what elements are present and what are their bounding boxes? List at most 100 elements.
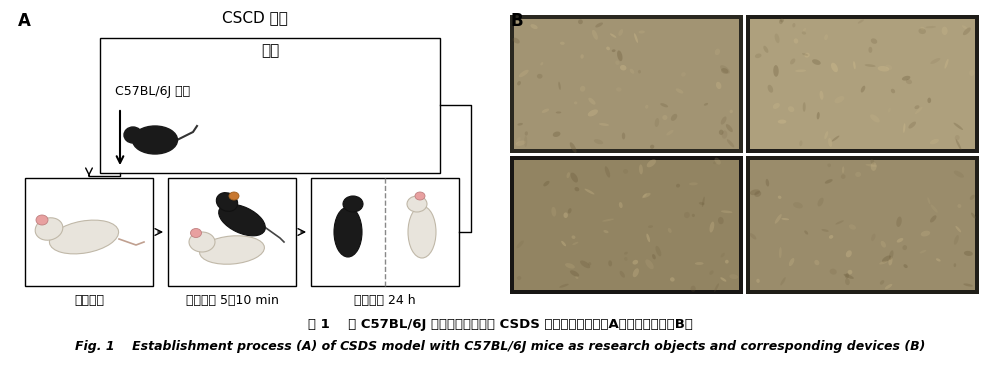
Ellipse shape	[200, 236, 264, 264]
Ellipse shape	[963, 27, 971, 35]
Ellipse shape	[408, 206, 436, 258]
Ellipse shape	[650, 145, 654, 149]
Ellipse shape	[834, 96, 844, 103]
Ellipse shape	[954, 123, 963, 130]
Ellipse shape	[930, 139, 939, 144]
Ellipse shape	[624, 257, 628, 261]
Ellipse shape	[655, 118, 659, 127]
Ellipse shape	[804, 230, 808, 235]
Ellipse shape	[802, 31, 806, 34]
Ellipse shape	[915, 107, 923, 114]
Ellipse shape	[580, 86, 585, 92]
Bar	[25, 178, 153, 286]
Ellipse shape	[622, 132, 625, 139]
Ellipse shape	[729, 274, 738, 279]
Bar	[746, 156, 979, 294]
Ellipse shape	[903, 123, 905, 133]
Ellipse shape	[903, 264, 908, 268]
Ellipse shape	[921, 231, 930, 236]
Ellipse shape	[407, 196, 427, 212]
Text: 原驻居民: 原驻居民	[74, 294, 104, 307]
Ellipse shape	[709, 271, 714, 275]
Ellipse shape	[666, 130, 674, 135]
Ellipse shape	[908, 122, 916, 128]
Ellipse shape	[525, 131, 528, 135]
Ellipse shape	[792, 23, 795, 27]
Ellipse shape	[970, 195, 975, 200]
Ellipse shape	[537, 74, 543, 79]
Ellipse shape	[871, 38, 877, 44]
Ellipse shape	[799, 140, 802, 146]
Ellipse shape	[219, 204, 265, 236]
Ellipse shape	[595, 22, 603, 27]
Ellipse shape	[334, 207, 362, 257]
Text: A: A	[18, 12, 31, 30]
Ellipse shape	[778, 120, 786, 124]
Ellipse shape	[638, 70, 641, 74]
Ellipse shape	[567, 172, 570, 178]
Ellipse shape	[849, 224, 856, 229]
Ellipse shape	[789, 258, 794, 266]
Bar	[168, 178, 296, 286]
Ellipse shape	[845, 278, 850, 285]
Ellipse shape	[780, 277, 786, 286]
Ellipse shape	[954, 235, 959, 245]
Ellipse shape	[561, 241, 566, 246]
Ellipse shape	[825, 179, 833, 184]
Ellipse shape	[942, 27, 948, 35]
Ellipse shape	[725, 260, 729, 264]
Ellipse shape	[599, 123, 609, 126]
Bar	[311, 178, 459, 286]
Ellipse shape	[755, 53, 761, 58]
Ellipse shape	[803, 28, 806, 32]
Bar	[750, 160, 975, 290]
Ellipse shape	[969, 70, 974, 76]
Ellipse shape	[632, 260, 638, 265]
Ellipse shape	[866, 164, 877, 167]
Ellipse shape	[655, 246, 661, 256]
Ellipse shape	[645, 259, 654, 269]
Ellipse shape	[642, 193, 647, 198]
Ellipse shape	[888, 257, 892, 265]
Ellipse shape	[624, 252, 628, 255]
Ellipse shape	[572, 242, 578, 245]
Ellipse shape	[570, 270, 579, 277]
Text: 图 1    以 C57BL/6J 小鼠为研究对象的 CSDS 模型的建立流程（A）和相应装置（B）: 图 1 以 C57BL/6J 小鼠为研究对象的 CSDS 模型的建立流程（A）和…	[308, 318, 692, 331]
Ellipse shape	[553, 132, 560, 137]
Ellipse shape	[639, 31, 645, 34]
Ellipse shape	[588, 262, 591, 265]
Ellipse shape	[652, 254, 656, 259]
Ellipse shape	[551, 207, 556, 217]
Ellipse shape	[812, 59, 821, 65]
Ellipse shape	[841, 174, 846, 179]
Ellipse shape	[920, 250, 926, 253]
Ellipse shape	[802, 53, 808, 56]
Ellipse shape	[662, 115, 667, 120]
Bar	[746, 15, 979, 153]
Ellipse shape	[885, 65, 892, 70]
Bar	[100, 38, 440, 173]
Bar	[514, 160, 739, 290]
Ellipse shape	[861, 86, 865, 92]
Ellipse shape	[721, 68, 728, 74]
Ellipse shape	[868, 47, 872, 53]
Ellipse shape	[578, 19, 583, 24]
Ellipse shape	[556, 111, 561, 113]
Ellipse shape	[515, 137, 521, 144]
Ellipse shape	[964, 251, 973, 256]
Ellipse shape	[647, 159, 656, 167]
Ellipse shape	[927, 98, 931, 103]
Ellipse shape	[775, 34, 780, 43]
Ellipse shape	[766, 179, 769, 187]
Ellipse shape	[927, 197, 930, 204]
Ellipse shape	[124, 127, 142, 143]
Ellipse shape	[918, 28, 926, 34]
Ellipse shape	[888, 108, 891, 113]
Ellipse shape	[648, 225, 653, 228]
Ellipse shape	[719, 130, 724, 135]
Ellipse shape	[676, 184, 680, 188]
Ellipse shape	[754, 191, 761, 197]
Ellipse shape	[885, 284, 892, 289]
Ellipse shape	[788, 106, 794, 112]
Ellipse shape	[817, 112, 820, 120]
